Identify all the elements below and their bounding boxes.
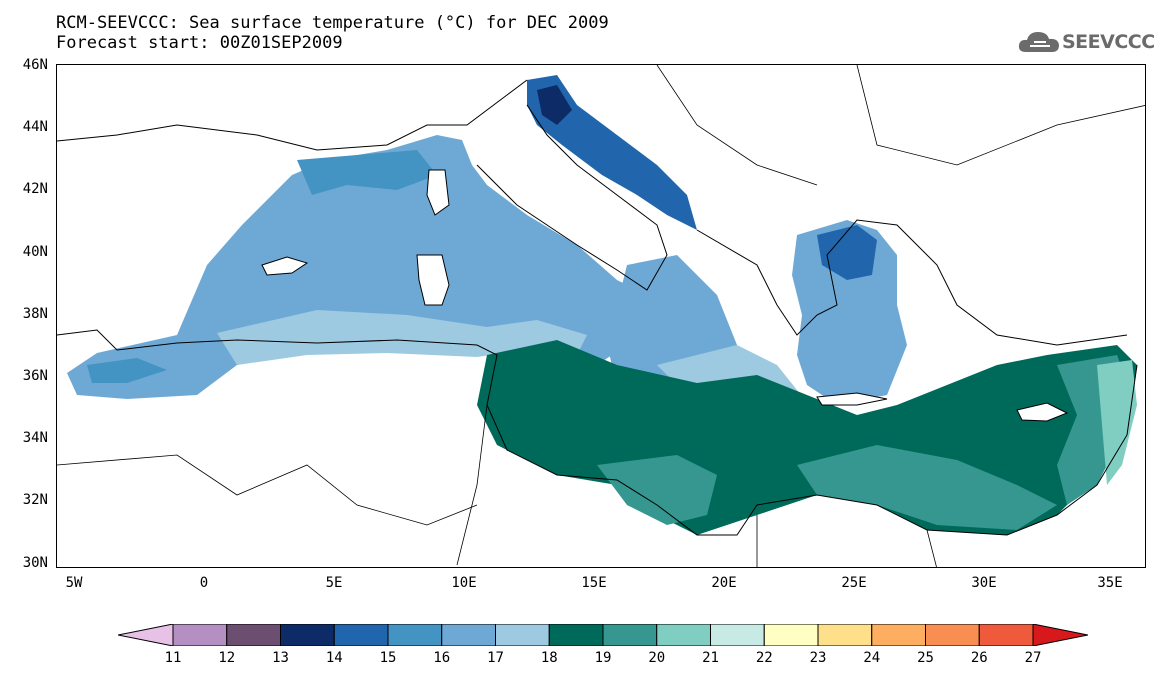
lon-label: 25E: [841, 575, 867, 591]
lon-label: 30E: [971, 575, 997, 591]
colorbar-tick-label: 13: [272, 650, 289, 666]
colorbar-bin: [871, 624, 926, 646]
colorbar-tick-label: 26: [970, 650, 988, 666]
lon-label: 0: [199, 575, 209, 591]
lat-label: 38N: [22, 306, 48, 322]
lon-label: 5W: [65, 575, 83, 591]
colorbar-above-triangle: [1032, 624, 1088, 646]
lon-label: 5E: [325, 575, 343, 591]
cloud-icon: [1018, 32, 1059, 52]
colorbar-tick-label: 16: [433, 650, 451, 666]
colorbar-tick-label: 25: [917, 650, 934, 666]
sst-map: [57, 65, 1145, 567]
colorbar-bin: [172, 624, 228, 646]
colorbar-tick-label: 18: [540, 650, 558, 666]
colorbar-bin: [387, 624, 443, 646]
lon-label: 20E: [711, 575, 737, 591]
colorbar: [118, 624, 1088, 646]
lat-label: 34N: [22, 430, 48, 446]
lat-label: 40N: [22, 244, 48, 260]
lat-label: 36N: [22, 368, 48, 384]
colorbar-bin: [495, 624, 550, 646]
colorbar-tick-label: 15: [379, 650, 397, 666]
colorbar-tick-label: 23: [809, 650, 827, 666]
colorbar-bin: [817, 624, 873, 646]
lat-label: 42N: [22, 181, 48, 197]
lon-label: 10E: [451, 575, 477, 591]
colorbar-tick-label: 20: [648, 650, 666, 666]
forecast-start-label: Forecast start: 00Z01SEP2009: [56, 33, 343, 53]
colorbar-tick-label: 22: [755, 650, 773, 666]
colorbar-tick-label: 14: [325, 650, 343, 666]
logo-text: SEEVCCC: [1062, 31, 1155, 53]
colorbar-bin: [710, 624, 765, 646]
seevccc-logo: SEEVCCC: [1016, 26, 1156, 58]
colorbar-tick-label: 27: [1024, 650, 1042, 666]
colorbar-bin: [602, 624, 658, 646]
colorbar-bin: [226, 624, 281, 646]
colorbar-bin: [925, 624, 980, 646]
colorbar-tick-label: 19: [594, 650, 612, 666]
colorbar-tick-label: 17: [487, 650, 504, 666]
lat-label: 46N: [22, 57, 48, 73]
colorbar-bin: [978, 624, 1034, 646]
colorbar-tick-label: 11: [164, 650, 182, 666]
lat-label: 44N: [22, 119, 48, 135]
lat-label: 32N: [22, 492, 48, 508]
colorbar-bins: [118, 624, 1088, 646]
map-title: RCM-SEEVCCC: Sea surface temperature (°C…: [56, 13, 609, 33]
lat-label: 30N: [22, 555, 48, 571]
colorbar-bin: [280, 624, 335, 646]
lon-label: 35E: [1097, 575, 1123, 591]
colorbar-tick-label: 12: [218, 650, 236, 666]
colorbar-bin: [333, 624, 389, 646]
colorbar-tick-label: 24: [863, 650, 881, 666]
colorbar-bin: [441, 624, 496, 646]
lon-label: 15E: [581, 575, 607, 591]
colorbar-tick-label: 21: [702, 650, 719, 666]
colorbar-bin: [548, 624, 604, 646]
colorbar-bin: [763, 624, 819, 646]
colorbar-bin: [656, 624, 711, 646]
colorbar-below-triangle: [118, 624, 174, 646]
map-panel: [56, 64, 1146, 568]
